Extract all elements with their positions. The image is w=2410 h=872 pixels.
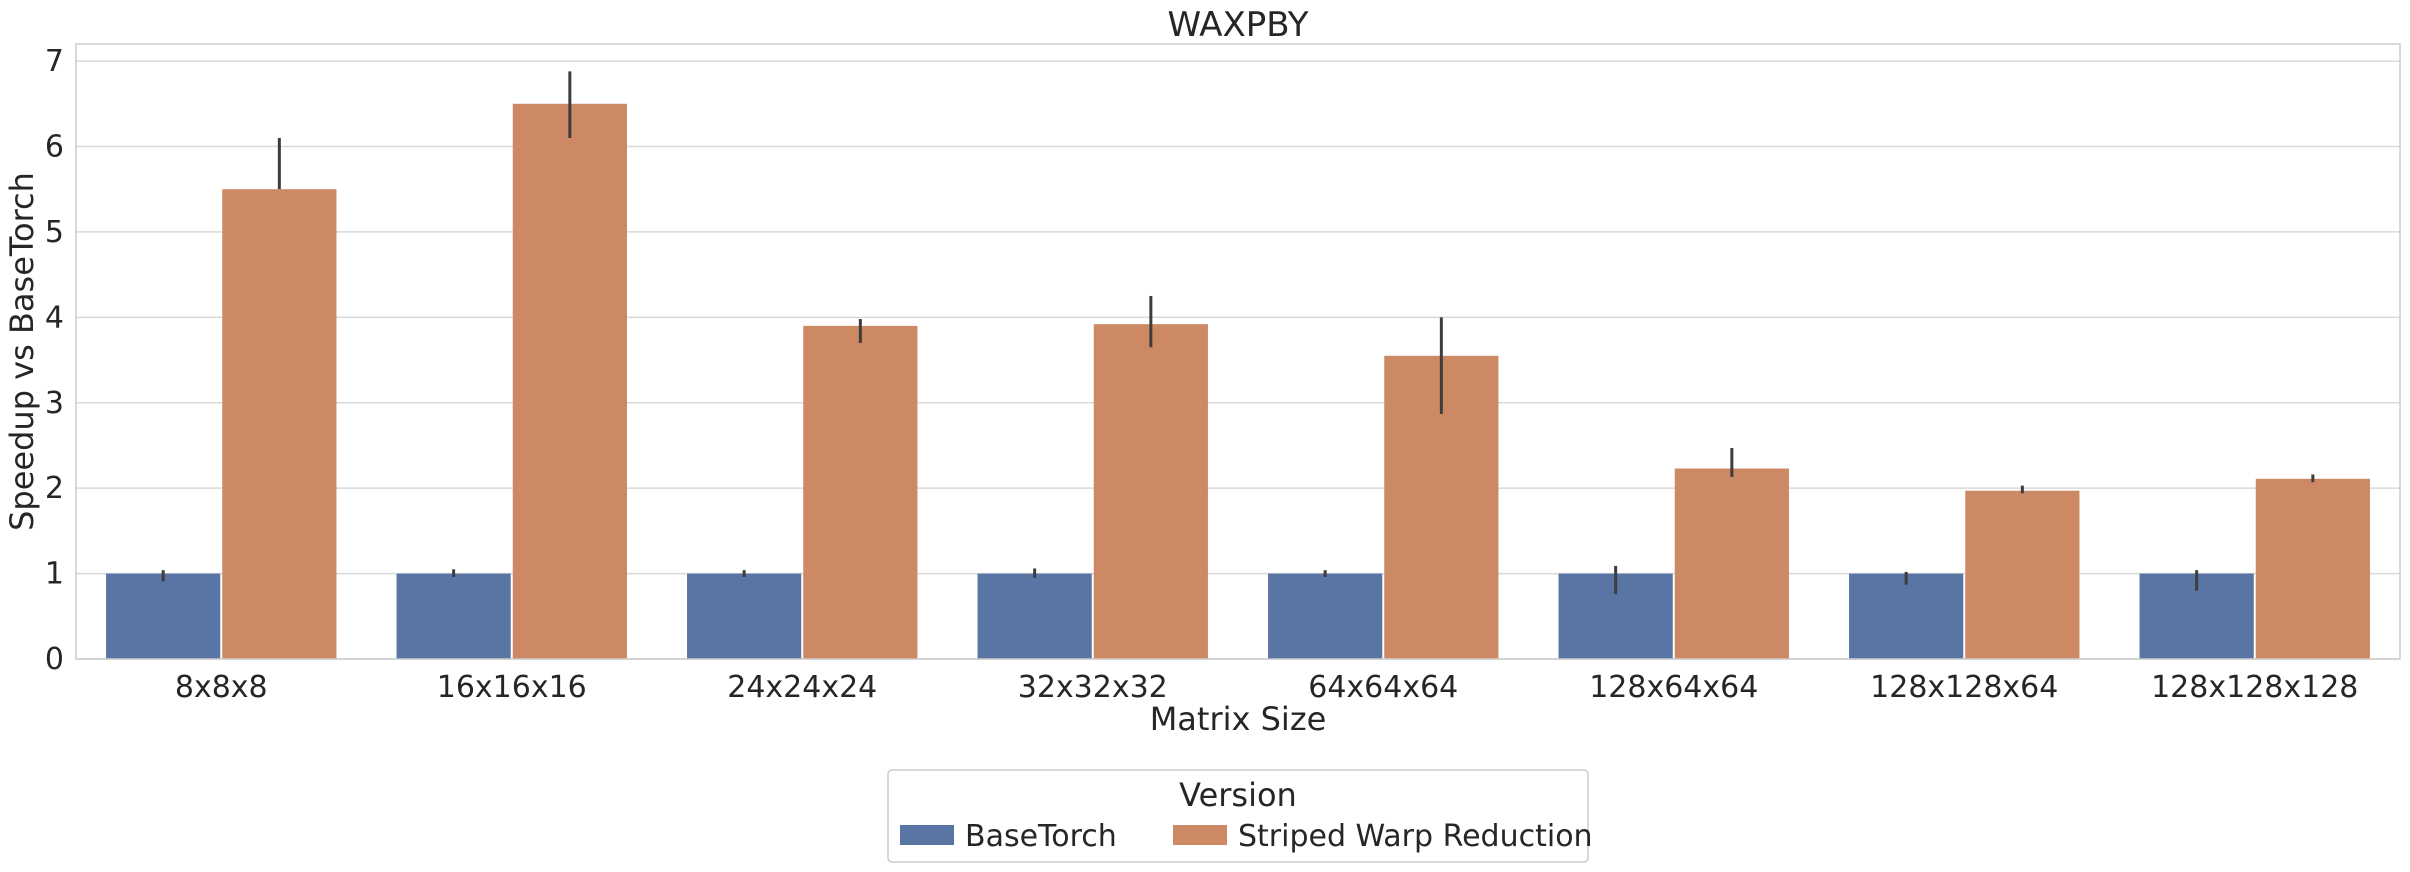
bar	[977, 573, 1092, 659]
y-tick-label: 0	[45, 642, 64, 677]
y-axis-label: Speedup vs BaseTorch	[3, 172, 41, 531]
y-tick-labels: 0 1 2 3 4 5 6 7	[45, 44, 64, 677]
legend-label: BaseTorch	[965, 819, 1117, 854]
bar	[1849, 573, 1964, 659]
legend-items: BaseTorch Striped Warp Reduction	[900, 819, 1593, 854]
x-tick-label: 128x128x64	[1870, 670, 2058, 705]
y-tick-label: 6	[45, 130, 64, 165]
y-tick-label: 3	[45, 386, 64, 421]
y-tick-label: 4	[45, 300, 64, 335]
plot-frame	[75, 43, 2401, 660]
x-tick-label: 16x16x16	[437, 670, 587, 705]
bar	[1965, 490, 2080, 659]
x-tick-label: 32x32x32	[1018, 670, 1168, 705]
x-tick-label: 24x24x24	[727, 670, 877, 705]
x-tick-label: 128x128x128	[2151, 670, 2358, 705]
bar	[1093, 324, 1208, 659]
y-tick-label: 2	[45, 471, 64, 506]
bars	[106, 103, 2370, 660]
x-tick-label: 8x8x8	[175, 670, 268, 705]
error-bars	[161, 71, 2315, 595]
x-axis-label: Matrix Size	[1150, 700, 1327, 738]
x-tick-label: 64x64x64	[1308, 670, 1458, 705]
bar	[512, 103, 627, 659]
legend-title: Version	[1179, 776, 1297, 814]
bar	[396, 573, 511, 659]
bar	[1674, 468, 1789, 659]
x-tick-labels: 8x8x8 16x16x16 24x24x24 32x32x32 64x64x64 128…	[175, 670, 2359, 705]
legend-box	[887, 769, 1589, 863]
bar	[2255, 478, 2370, 659]
legend-swatch	[1173, 825, 1227, 845]
y-tick-label: 1	[45, 557, 64, 592]
bar	[803, 325, 918, 659]
bar	[1268, 573, 1383, 659]
bar	[222, 189, 337, 660]
legend-swatch	[900, 825, 954, 845]
x-tick-label: 128x64x64	[1589, 670, 1758, 705]
legend: Version BaseTorch Striped Warp Reduction	[887, 769, 1593, 863]
y-tick-label: 7	[45, 44, 64, 79]
y-tick-label: 5	[45, 215, 64, 250]
legend-label: Striped Warp Reduction	[1238, 819, 1593, 854]
bar	[687, 573, 802, 659]
bar	[106, 573, 221, 659]
chart-title: WAXPBY	[1167, 5, 1308, 45]
